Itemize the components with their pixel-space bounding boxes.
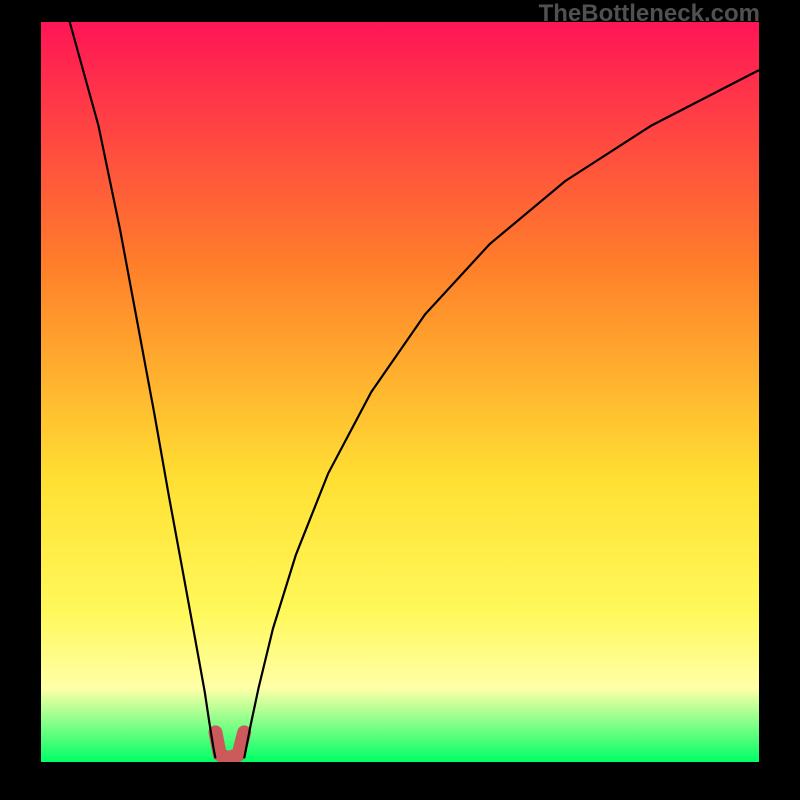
watermark-text: TheBottleneck.com <box>539 0 760 28</box>
plot-area <box>41 22 759 762</box>
gradient-background <box>41 22 759 762</box>
plot-svg <box>41 22 759 762</box>
bottleneck-chart: TheBottleneck.com <box>0 0 800 800</box>
